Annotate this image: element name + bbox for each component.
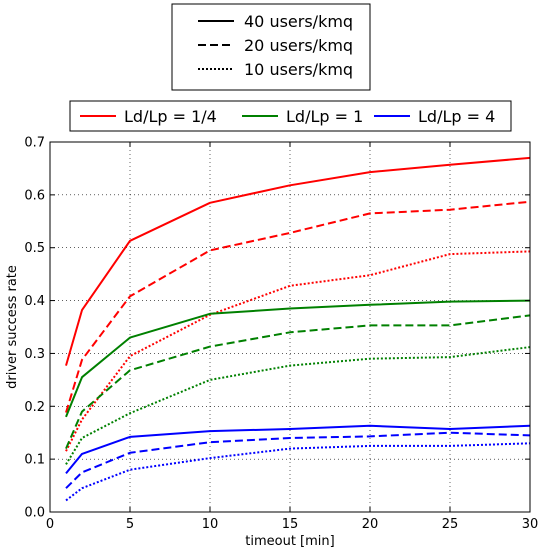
y-axis-label: driver success rate xyxy=(5,265,20,389)
y-tick-label: 0.6 xyxy=(24,188,45,203)
x-tick-label: 5 xyxy=(126,517,134,532)
y-tick-label: 0.4 xyxy=(24,294,45,309)
legend-label: 10 users/kmq xyxy=(244,60,353,79)
x-tick-label: 15 xyxy=(282,517,299,532)
series-line xyxy=(65,431,531,489)
legend-label: 20 users/kmq xyxy=(244,36,353,55)
y-tick-label: 0.3 xyxy=(24,347,45,362)
y-tick-label: 0.7 xyxy=(24,136,45,151)
x-tick-label: 0 xyxy=(46,517,54,532)
series-line xyxy=(65,346,531,465)
legend-label: Ld/Lp = 4 xyxy=(418,107,495,126)
series-line xyxy=(65,299,531,418)
y-tick-label: 0.1 xyxy=(24,453,45,468)
series-line xyxy=(65,424,531,475)
x-tick-label: 30 xyxy=(522,517,539,532)
series-line xyxy=(65,250,531,452)
grid-lines xyxy=(50,142,530,512)
y-tick-label: 0.0 xyxy=(24,506,45,521)
y-tick-label: 0.5 xyxy=(24,241,45,256)
legend-line-styles: 40 users/kmq 20 users/kmq 10 users/kmq xyxy=(171,3,371,91)
series-line xyxy=(65,156,531,366)
x-tick-label: 20 xyxy=(362,517,379,532)
x-axis-label: timeout [min] xyxy=(245,534,334,549)
legend-box xyxy=(171,3,371,91)
legend-box xyxy=(69,100,512,132)
series-line xyxy=(65,200,531,413)
series-line xyxy=(65,442,531,502)
series-line xyxy=(65,314,531,449)
series-lines xyxy=(65,156,531,502)
legend-label: 40 users/kmq xyxy=(244,12,353,31)
legend-label: Ld/Lp = 1/4 xyxy=(124,107,217,126)
y-tick-label: 0.2 xyxy=(24,400,45,415)
legend-label: Ld/Lp = 1 xyxy=(286,107,363,126)
legend-ratios: Ld/Lp = 1/4 Ld/Lp = 1 Ld/Lp = 4 xyxy=(69,100,512,132)
axis-ticks: 0 5 10 15 20 25 30 0.0 0.1 0.2 0.3 0.4 0.5 0.6 0.7 xyxy=(24,136,538,533)
x-tick-label: 10 xyxy=(202,517,219,532)
x-tick-label: 25 xyxy=(442,517,459,532)
